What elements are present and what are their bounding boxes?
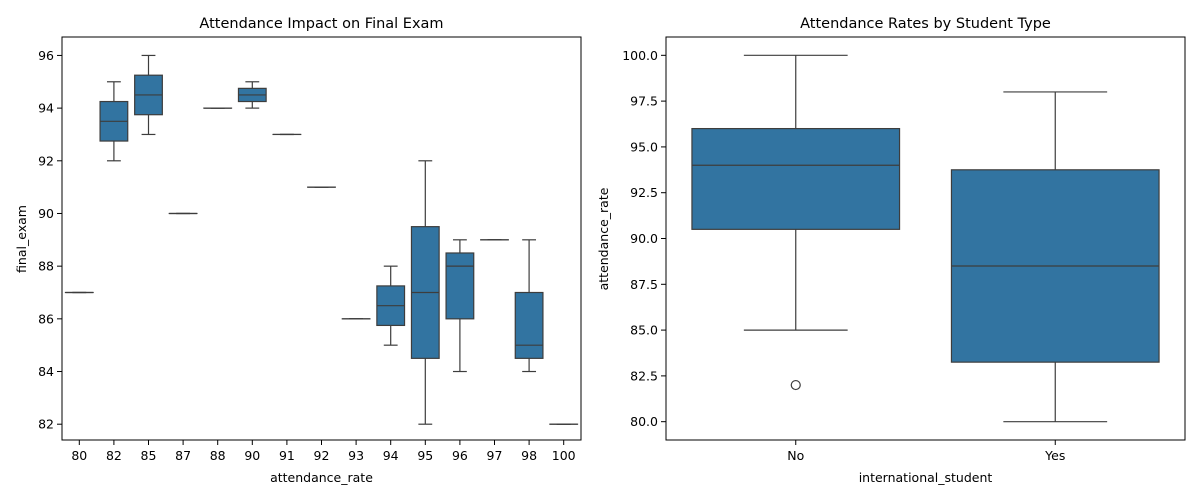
chart1-x-axis-label: attendance_rate <box>270 470 373 485</box>
outlier-point <box>790 379 801 391</box>
chart2-title: Attendance Rates by Student Type <box>800 16 1051 32</box>
chart1-xtick-label: 96 <box>452 448 468 463</box>
chart2-ytick-label: 97.5 <box>630 94 658 109</box>
chart2-y-axis-label: attendance_rate <box>596 187 611 290</box>
chart2-plot-area: 80.0 82.5 85.0 87.5 90.0 92.5 95.0 97.5 100.0 No Y… <box>622 36 1186 463</box>
chart2-ytick-label: 85.0 <box>630 323 658 338</box>
chart2-frame <box>665 36 1186 441</box>
chart1-ytick-label: 94 <box>38 101 54 116</box>
chart1-box-98 <box>514 239 544 373</box>
chart1-xtick-label: 97 <box>487 448 503 463</box>
chart2-x-axis-label: international_student <box>859 470 993 485</box>
chart2-ytick-label: 100.0 <box>622 48 658 63</box>
chart-attendance-vs-final-exam: Attendance Impact on Final Exam 82 84 86 88… <box>14 16 582 485</box>
chart1-frame <box>61 36 582 441</box>
chart1-xtick-label: 88 <box>210 448 226 463</box>
chart2-ytick-label: 80.0 <box>630 414 658 429</box>
chart1-ytick-label: 82 <box>38 417 54 432</box>
chart2-ytick-label: 92.5 <box>630 185 658 200</box>
chart1-box-96 <box>445 239 475 373</box>
chart1-ytick-label: 84 <box>38 364 54 379</box>
chart1-y-axis-label: final_exam <box>14 205 29 273</box>
chart1-xtick-label: 92 <box>314 448 330 463</box>
chart1-xtick-label: 87 <box>175 448 191 463</box>
chart2-xtick-label: Yes <box>1044 448 1065 463</box>
chart1-xtick-label: 80 <box>71 448 87 463</box>
chart2-ytick-label: 95.0 <box>630 139 658 154</box>
chart1-ytick-label: 92 <box>38 153 54 168</box>
chart1-box-94 <box>376 265 406 346</box>
chart-attendance-by-student-type: Attendance Rates by Student Type 80.0 82.… <box>596 16 1186 485</box>
chart1-ytick-label: 86 <box>38 311 54 326</box>
chart1-ytick-label: 88 <box>38 259 54 274</box>
box-iqr <box>445 252 475 320</box>
chart1-xtick-label: 91 <box>279 448 295 463</box>
chart2-ytick-label: 82.5 <box>630 368 658 383</box>
chart2-ytick-label: 90.0 <box>630 231 658 246</box>
chart1-ytick-label: 90 <box>38 206 54 221</box>
chart1-box-85 <box>134 54 163 136</box>
chart1-box-90 <box>237 81 267 109</box>
box-iqr <box>514 291 544 359</box>
chart1-xtick-label: 95 <box>417 448 433 463</box>
chart1-plot-area: 82 84 86 88 90 92 94 96 80 82 85 87 88 90 91 92 93 94 95 96… <box>38 36 582 463</box>
chart2-ytick-label: 87.5 <box>630 277 658 292</box>
chart1-title: Attendance Impact on Final Exam <box>199 16 443 32</box>
chart1-box-82 <box>99 81 129 162</box>
chart1-xtick-label: 90 <box>244 448 260 463</box>
box-iqr <box>691 127 901 230</box>
chart1-ytick-label: 96 <box>38 48 54 63</box>
chart1-xtick-label: 93 <box>348 448 364 463</box>
chart1-xtick-label: 100 <box>552 448 576 463</box>
chart2-box-No <box>691 54 901 391</box>
chart2-box-Yes <box>950 91 1160 423</box>
chart1-xtick-label: 82 <box>106 448 122 463</box>
chart1-xtick-label: 94 <box>383 448 399 463</box>
chart1-box-95 <box>410 160 440 425</box>
chart2-xtick-label: No <box>787 448 804 463</box>
chart1-xtick-label: 85 <box>141 448 157 463</box>
chart1-xtick-label: 98 <box>521 448 537 463</box>
